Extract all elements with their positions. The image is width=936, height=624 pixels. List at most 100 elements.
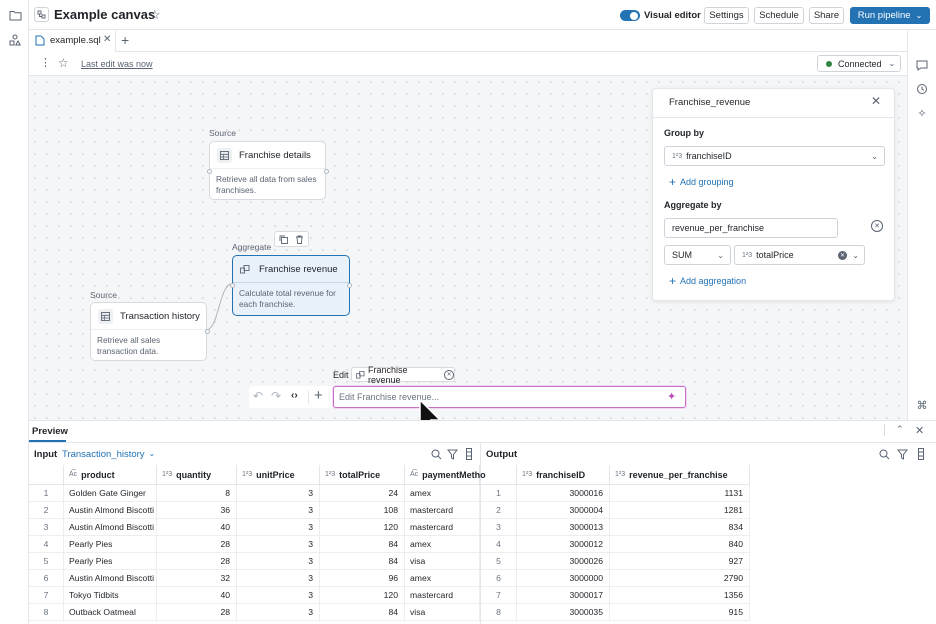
table-cell: 3 — [237, 604, 320, 621]
aggregate-name-input[interactable]: revenue_per_franchise — [664, 218, 838, 238]
close-icon[interactable]: ✕ — [915, 425, 925, 437]
pipeline-icon[interactable] — [34, 7, 49, 22]
table-cell: 3000035 — [517, 604, 610, 621]
input-label: Input — [34, 449, 58, 460]
columns-icon[interactable] — [466, 448, 472, 460]
editor-toolbar: ⋮ ☆ Last edit was now Connected ⌄ — [29, 52, 907, 76]
close-icon[interactable]: ✕ — [871, 94, 882, 108]
group-by-value: franchiseID — [686, 151, 732, 161]
row-number: 7 — [29, 587, 64, 604]
close-tab-icon[interactable]: ✕ — [103, 34, 112, 45]
row-number: 4 — [29, 536, 64, 553]
row-number: 3 — [29, 519, 64, 536]
visual-editor-toggle[interactable] — [620, 10, 640, 21]
columns-icon[interactable] — [918, 448, 924, 460]
table-cell: Tokyo Tidbits — [64, 587, 157, 604]
aggregate-icon — [356, 370, 365, 379]
string-type-icon: A͡c — [69, 471, 78, 478]
node-franchise-revenue[interactable]: Franchise revenue Calculate total revenu… — [230, 255, 352, 316]
node-transaction-history[interactable]: Transaction history Retrieve all sales t… — [90, 302, 210, 361]
page-title[interactable]: Example canvas — [54, 7, 156, 22]
input-port[interactable] — [207, 169, 212, 174]
visual-editor-label: Visual editor — [644, 10, 701, 21]
output-port[interactable] — [347, 283, 352, 288]
code-view-icon[interactable]: ‹› — [291, 390, 298, 401]
schedule-button[interactable]: Schedule — [754, 7, 804, 24]
tab-example-sql[interactable]: example.sql ✕ — [29, 30, 116, 52]
output-port[interactable] — [205, 329, 210, 334]
undo-icon[interactable]: ↶ — [253, 389, 264, 403]
shapes-icon[interactable] — [7, 33, 23, 47]
number-type-icon: 1²3 — [242, 471, 253, 478]
favorite-star-icon[interactable]: ☆ — [149, 7, 161, 22]
trash-icon[interactable] — [295, 235, 304, 244]
table-cell: 84 — [320, 604, 405, 621]
table-cell: 3000016 — [517, 485, 610, 502]
aggregate-config-panel: Franchise_revenue ✕ Group by 1²3 franchi… — [652, 88, 895, 301]
agg-column-select[interactable]: 1²3 totalPrice ✕ ⌄ — [734, 245, 865, 265]
last-edit-link[interactable]: Last edit was now — [81, 59, 153, 69]
input-source-dropdown[interactable]: Transaction_history ⌄ — [62, 449, 155, 460]
column-header-label: product — [81, 469, 115, 480]
input-port[interactable] — [230, 283, 235, 288]
preview-tab[interactable]: Preview — [32, 426, 68, 437]
row-number: 2 — [481, 502, 517, 519]
agg-function-select[interactable]: SUM ⌄ — [664, 245, 731, 265]
output-port[interactable] — [324, 169, 329, 174]
aggregate-icon — [240, 264, 250, 274]
ai-sparkle-icon[interactable]: ✦ — [667, 391, 677, 403]
group-by-select[interactable]: 1²3 franchiseID ⌄ — [664, 146, 885, 166]
table-cell: 28 — [157, 604, 237, 621]
add-aggregation-button[interactable]: + Add aggregation — [669, 274, 746, 288]
column-header[interactable]: 1²3 unitPrice — [237, 465, 320, 485]
column-header[interactable]: 1²3 quantity — [157, 465, 237, 485]
table-cell: 24 — [320, 485, 405, 502]
share-button[interactable]: Share — [809, 7, 844, 24]
table-cell: 40 — [157, 587, 237, 604]
comment-icon[interactable] — [914, 58, 930, 72]
column-header-label: paymentMetho — [422, 469, 486, 480]
folder-icon[interactable] — [7, 8, 23, 22]
assistant-sparkle-icon[interactable]: ✧ — [917, 107, 927, 120]
search-icon[interactable] — [879, 449, 890, 460]
filter-icon[interactable] — [447, 449, 458, 460]
node-franchise-details[interactable]: Franchise details Retrieve all data from… — [207, 141, 329, 200]
edit-prompt-input[interactable]: Edit Franchise revenue... ✦ — [333, 386, 686, 408]
keyboard-shortcuts-icon[interactable]: ⌘ — [916, 399, 928, 412]
add-grouping-button[interactable]: + Add grouping — [669, 175, 734, 189]
table-cell: visa — [405, 553, 480, 570]
table-cell: 84 — [320, 536, 405, 553]
table-cell: 834 — [610, 519, 750, 536]
add-tab-icon[interactable]: + — [121, 32, 130, 48]
redo-icon[interactable]: ↷ — [271, 389, 282, 403]
column-header[interactable]: 1²3 totalPrice — [320, 465, 405, 485]
search-icon[interactable] — [431, 449, 442, 460]
row-number: 8 — [481, 604, 517, 621]
column-header-label: quantity — [176, 469, 212, 480]
node-title: Franchise revenue — [259, 263, 338, 275]
star-icon[interactable]: ☆ — [58, 56, 69, 70]
column-header[interactable]: A͡c product — [64, 465, 157, 485]
connection-status-dropdown[interactable]: Connected ⌄ — [817, 55, 901, 72]
column-header[interactable]: 1²3 franchiseID — [517, 465, 610, 485]
add-icon[interactable]: + — [314, 387, 323, 404]
filter-icon[interactable] — [897, 449, 908, 460]
chevron-down-icon: ⌄ — [888, 59, 896, 68]
remove-aggregation-icon[interactable]: ✕ — [871, 220, 883, 232]
number-type-icon: 1²3 — [325, 471, 336, 478]
settings-button[interactable]: Settings — [704, 7, 749, 24]
clear-icon[interactable]: ✕ — [838, 250, 847, 260]
run-pipeline-button[interactable]: Run pipeline ⌄ — [850, 7, 930, 24]
table-cell: 28 — [157, 553, 237, 570]
number-type-icon: 1²3 — [162, 471, 173, 478]
chevron-down-icon: ⌄ — [148, 449, 156, 458]
history-icon[interactable] — [914, 82, 930, 96]
column-header[interactable]: A͡c paymentMetho — [405, 465, 486, 485]
row-number-header — [481, 465, 517, 485]
copy-icon[interactable] — [279, 235, 288, 244]
more-options-icon[interactable]: ⋮ — [40, 57, 51, 69]
output-label: Output — [486, 449, 518, 460]
collapse-up-icon[interactable]: ⌃ — [896, 424, 904, 434]
column-header[interactable]: 1²3 revenue_per_franchise — [610, 465, 750, 485]
remove-chip-icon[interactable]: ✕ — [444, 369, 454, 380]
